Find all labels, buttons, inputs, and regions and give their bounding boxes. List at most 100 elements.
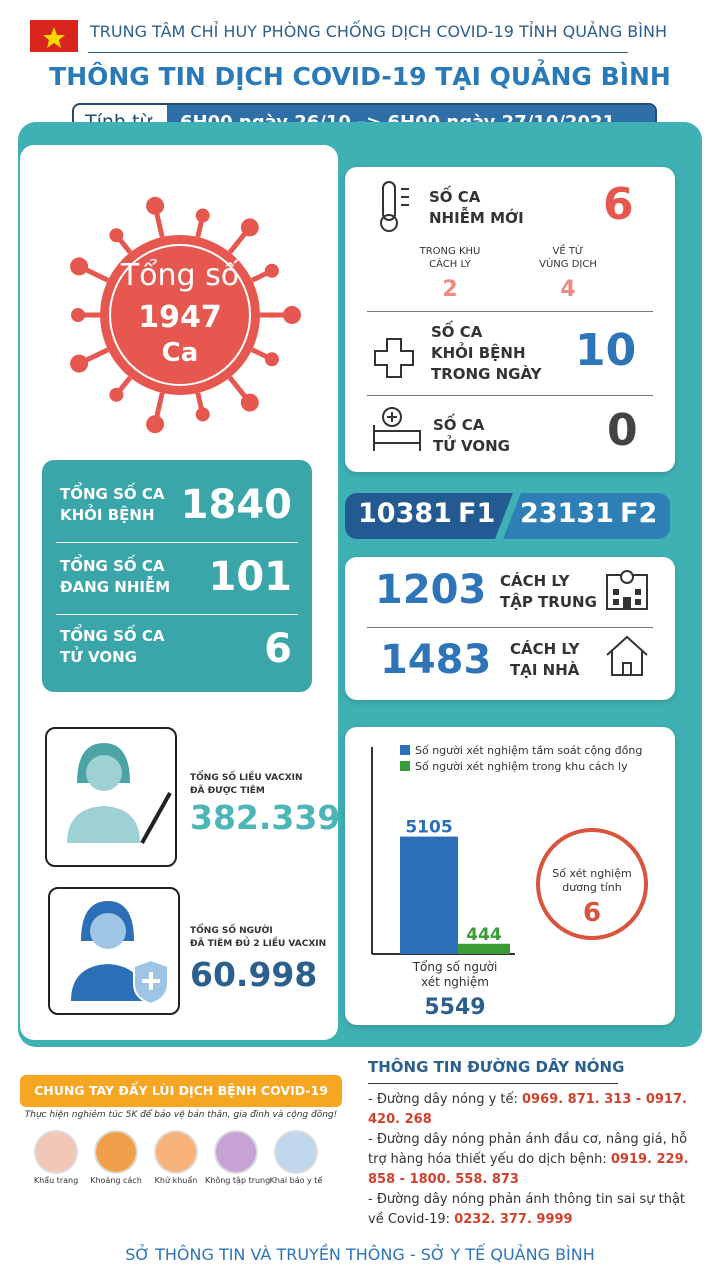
- footer: SỞ THÔNG TIN VÀ TRUYỀN THÔNG - SỞ Y TẾ Q…: [125, 1245, 595, 1264]
- text: CÁCH LY: [510, 640, 580, 658]
- spike-head: [240, 393, 259, 412]
- isolation-label: CÁCH LY TẬP TRUNG: [500, 571, 597, 613]
- breakdown-value: 4: [560, 277, 576, 302]
- text: KHỎI BỆNH: [431, 344, 526, 362]
- hotline-numbers: 0969. 871. 313 - 0917. 420. 268: [368, 1092, 687, 1127]
- bar: [458, 943, 510, 954]
- contact-label: F2: [620, 498, 658, 529]
- spike-head: [109, 228, 124, 243]
- text: TRONG KHU: [419, 246, 481, 257]
- text: ĐÃ ĐƯỢC TIÊM: [190, 786, 265, 796]
- spike-head: [195, 208, 210, 223]
- thermometer-icon: [380, 181, 409, 232]
- person-icon: [67, 743, 172, 844]
- text: TỔNG SỐ CA: [60, 557, 165, 575]
- positive-label: Số xét nghiệm: [552, 867, 631, 880]
- value-label: 5105: [405, 818, 452, 838]
- campaign-item: Khoảng cách: [85, 1130, 147, 1185]
- campaign-subtitle: Thực hiện nghiêm túc 5K để bảo vệ bản th…: [24, 1110, 338, 1120]
- text: TRONG NGÀY: [431, 365, 542, 383]
- campaign-item: Không tập trung: [205, 1130, 271, 1185]
- campaign-icon: [274, 1130, 318, 1174]
- spike-head: [71, 308, 85, 322]
- contact-label: F1: [458, 498, 496, 529]
- campaign-item: Khai báo y tế: [265, 1130, 327, 1185]
- text: NHIỄM MỚI: [429, 209, 524, 227]
- campaign-icon: [154, 1130, 198, 1174]
- flag: [30, 20, 78, 52]
- total-unit: Ca: [161, 338, 199, 368]
- totals-label: TỔNG SỐ CA KHỎI BỆNH: [60, 484, 164, 526]
- totals-label: TỔNG SỐ CA ĐANG NHIỄM: [60, 556, 170, 598]
- breakdown-value: 2: [442, 277, 458, 302]
- text: TỬ VONG: [60, 648, 137, 666]
- home-icon: [606, 635, 648, 676]
- spike-head: [70, 354, 89, 373]
- campaign-items: Khẩu trang Khoảng cách Khử khuẩn Không tập …: [25, 1130, 340, 1185]
- campaign-icon: [34, 1130, 78, 1174]
- bed-icon: [373, 407, 421, 451]
- isolation-label: CÁCH LY TẠI NHÀ: [510, 639, 580, 681]
- hotline-label: - Đường dây nóng phản ánh thông tin sai …: [368, 1192, 686, 1227]
- tests-card: Số người xét nghiệm tầm soát cộng đồng 51…: [345, 727, 675, 1025]
- totals-value: 6: [264, 626, 292, 672]
- tests-chart: Số người xét nghiệm tầm soát cộng đồng 51…: [371, 744, 648, 1020]
- campaign-item-label: Khử khuẩn: [154, 1176, 198, 1185]
- deaths-value: 0: [607, 405, 638, 456]
- hotline-group: - Đường dây nóng y tế: 0969. 871. 313 - …: [368, 1090, 703, 1130]
- title: THÔNG TIN DỊCH COVID-19 TẠI QUẢNG BÌNH: [49, 62, 671, 91]
- recovered-value: 10: [575, 325, 637, 376]
- campaign-item-label: Khai báo y tế: [269, 1176, 323, 1185]
- campaign-icon: [214, 1130, 258, 1174]
- vaccine-value: 60.998: [190, 955, 318, 994]
- totals-value: 1840: [180, 482, 292, 528]
- text: SỐ CA: [433, 416, 485, 434]
- isolation-value: 1483: [380, 637, 492, 683]
- campaign-item-label: Không tập trung: [205, 1176, 271, 1185]
- hotline-numbers: 0232. 377. 9999: [454, 1212, 573, 1227]
- campaign-item: Khẩu trang: [25, 1130, 87, 1185]
- totals-value: 101: [208, 554, 293, 600]
- contact-value: 23131: [520, 498, 614, 529]
- bar: [400, 836, 458, 954]
- spike-head: [109, 387, 124, 402]
- text: ĐÃ TIÊM ĐỦ 2 LIỀU VACXIN: [190, 939, 327, 949]
- value-label: 444: [466, 925, 502, 945]
- campaign-item-label: Khoảng cách: [90, 1176, 142, 1185]
- virus: [70, 196, 301, 434]
- text: TỔNG SỐ CA: [60, 485, 165, 503]
- text: TỔNG SỐ LIỀU VACXIN: [190, 773, 303, 783]
- total-value: 5549: [424, 995, 485, 1020]
- legend-swatch: [400, 745, 410, 755]
- rule: [368, 1083, 618, 1084]
- recovered-label: SỐ CA KHỎI BỆNH TRONG NGÀY: [431, 322, 542, 385]
- text: TỔNG SỐ NGƯỜI: [190, 926, 273, 936]
- rule: [88, 52, 628, 53]
- totals-box: TỔNG SỐ CA KHỎI BỆNH 1840 TỔNG SỐ CA ĐANG …: [42, 460, 312, 692]
- text: ĐANG NHIỄM: [60, 578, 171, 596]
- positive-ring: [536, 828, 648, 940]
- isolation-card: 1203 CÁCH LY TẬP TRUNG 1483 CÁCH LY TẠI NH…: [345, 557, 675, 700]
- spike-head: [195, 407, 210, 422]
- hotline-group: - Đường dây nóng phản ánh đầu cơ, nâng g…: [368, 1130, 703, 1190]
- cross-icon: [374, 338, 414, 378]
- spike-head: [70, 257, 89, 276]
- campaign-item: Khử khuẩn: [145, 1130, 207, 1185]
- spike-head: [264, 352, 279, 367]
- spike-head: [283, 306, 301, 324]
- text: VỀ TỪ: [552, 246, 584, 257]
- campaign-icon: [94, 1130, 138, 1174]
- new-label: SỐ CA NHIỄM MỚI: [429, 187, 524, 229]
- hotline-label: - Đường dây nóng phản ánh đầu cơ, nâng g…: [368, 1132, 688, 1167]
- positive-value: 6: [583, 898, 601, 928]
- text: TẠI NHÀ: [510, 661, 580, 679]
- campaign-title: CHUNG TAY ĐẨY LÙI DỊCH BỆNH COVID-19: [20, 1075, 342, 1107]
- daily-card: SỐ CA NHIỄM MỚI 6 TRONG KHU CÁCH LY 2 VỀ T…: [345, 167, 675, 472]
- contact-value: 10381: [358, 498, 452, 529]
- vaccine-label: TỔNG SỐ LIỀU VACXIN ĐÃ ĐƯỢC TIÊM: [190, 772, 303, 798]
- text: CÁCH LY: [500, 572, 570, 590]
- hotline-numbers: 0919. 229. 858 - 1800. 558. 873: [368, 1152, 689, 1187]
- isolation-value: 1203: [375, 567, 487, 613]
- spike-head: [146, 415, 165, 434]
